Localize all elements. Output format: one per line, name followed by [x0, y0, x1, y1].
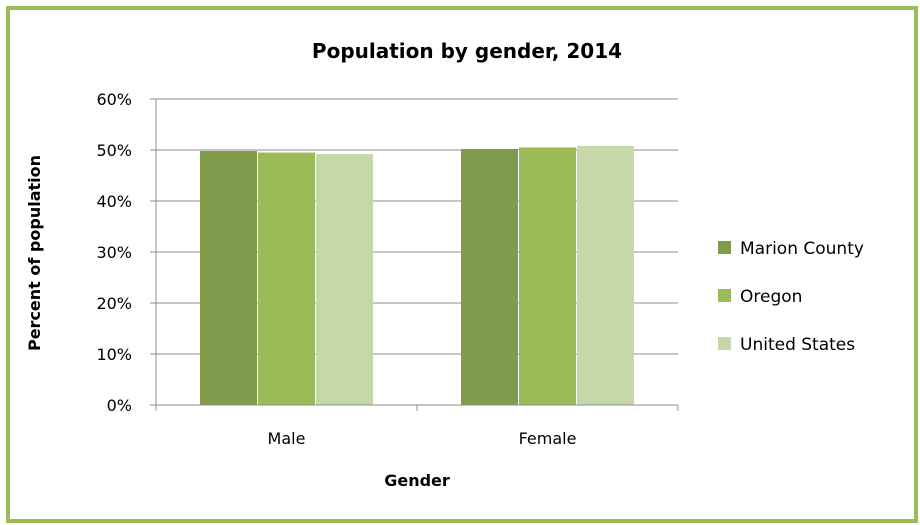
bars	[200, 145, 634, 406]
legend-swatch	[718, 289, 731, 302]
x-tick-labels: Male Female	[268, 429, 577, 448]
y-tick-label: 50%	[96, 141, 132, 160]
y-tick-label: 10%	[96, 345, 132, 364]
x-tick-label: Male	[268, 429, 306, 448]
y-tick-labels: 0% 10% 20% 30% 40% 50% 60%	[96, 90, 132, 415]
y-tick-label: 60%	[96, 90, 132, 109]
y-tick-label: 20%	[96, 294, 132, 313]
x-axis-title: Gender	[384, 471, 450, 490]
legend-swatch	[718, 241, 731, 254]
x-tick-label: Female	[519, 429, 577, 448]
bar	[461, 148, 518, 406]
y-tick-label: 40%	[96, 192, 132, 211]
legend-label: Oregon	[740, 287, 802, 307]
y-tick-label: 30%	[96, 243, 132, 262]
bar	[577, 145, 634, 406]
bar	[316, 154, 373, 405]
axes	[155, 99, 679, 411]
legend-swatch	[718, 337, 731, 350]
y-axis-title: Percent of population	[25, 155, 44, 351]
bar	[519, 147, 576, 405]
legend-label: United States	[740, 335, 855, 355]
bar	[200, 151, 257, 405]
bar	[258, 152, 315, 405]
legend-label: Marion County	[740, 239, 864, 259]
legend: Marion County Oregon United States	[718, 239, 864, 355]
y-tick-label: 0%	[107, 396, 132, 415]
chart-title: Population by gender, 2014	[312, 39, 622, 63]
